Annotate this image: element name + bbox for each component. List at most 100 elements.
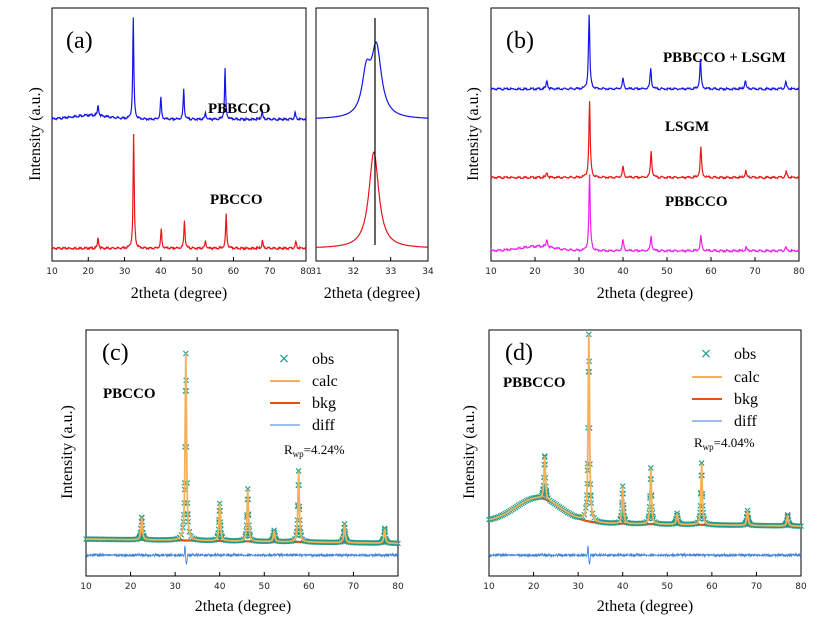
panel-b-xlabel: 2theta (degree)	[597, 285, 693, 302]
legend-obs-marker: ×	[700, 346, 712, 362]
obs-marker	[619, 483, 626, 490]
panel-d-xlabel: 2theta (degree)	[597, 598, 693, 615]
panel-a-ylabel: Intensity (a.u.)	[27, 87, 44, 181]
panel-c-ylabel: Intensity (a.u.)	[59, 405, 76, 499]
diff-line	[488, 545, 802, 565]
series-lsgm-line	[490, 101, 800, 180]
x-tick-label: 30	[169, 582, 181, 592]
panel-a-frame	[51, 7, 307, 262]
panel-c-sample: PBCCO	[103, 386, 156, 402]
x-tick-label: 30	[119, 267, 131, 277]
x-tick-label: 33	[385, 267, 396, 277]
x-tick-label: 40	[617, 582, 629, 592]
panel-d-frame	[488, 329, 802, 577]
obs-marker	[541, 453, 548, 459]
obs-marker	[182, 350, 189, 357]
x-tick-label: 50	[259, 582, 271, 592]
panel-d-rwp: Rwp=4.04%	[694, 435, 755, 452]
panel-a-legend-pbcco: PBCCO	[210, 192, 263, 208]
panel-c-legend: × obs calc bkg diff Rwp=4.24%	[270, 351, 345, 459]
panel-a-zoom-xlabel: 2theta (degree)	[324, 285, 420, 302]
legend-diff-label: diff	[734, 413, 757, 430]
panel-d-ylabel: Intensity (a.u.)	[461, 405, 478, 499]
legend-calc-label: calc	[312, 373, 338, 390]
panel-a-zoom: 31 32 33 34 2theta (degree)	[310, 7, 434, 302]
panel-c-frame	[85, 329, 399, 577]
panel-d: 10 20 30 40 50 60 70 80 (d) PBBCCO × obs calc b…	[461, 329, 807, 615]
panel-b-legend-pbbcco: PBBCCO	[665, 194, 728, 210]
x-tick-label: 70	[264, 267, 276, 277]
x-tick-label: 50	[191, 267, 203, 277]
panel-a-legend-pbbcco: PBBCCO	[208, 101, 271, 117]
x-tick-label: 10	[485, 267, 497, 277]
panel-c-label: (c)	[102, 340, 129, 366]
diff-line	[85, 545, 399, 565]
x-tick-label: 60	[303, 582, 315, 592]
zoom-series-pbbcco-line	[316, 41, 428, 119]
legend-obs-label: obs	[734, 346, 756, 363]
panel-c-rwp: Rwp=4.24%	[284, 442, 345, 459]
x-tick-label: 10	[80, 582, 92, 592]
legend-obs-marker: ×	[278, 351, 290, 367]
x-tick-label: 20	[125, 582, 137, 592]
obs-marker	[698, 460, 705, 466]
series-pbbcco-line	[51, 17, 307, 122]
x-tick-label: 70	[348, 582, 360, 592]
x-tick-label: 70	[749, 267, 761, 277]
x-tick-label: 40	[214, 582, 226, 592]
legend-diff-label: diff	[312, 417, 335, 434]
calc-line	[86, 353, 398, 545]
x-tick-label: 20	[528, 582, 540, 592]
panel-b: 10 20 30 40 50 60 70 80 (b) PBBCCO + LSGM LSGM …	[465, 7, 805, 302]
obs-marker	[295, 468, 302, 474]
panel-a-zoom-frame	[315, 7, 429, 262]
x-tick-label: 80	[392, 582, 404, 592]
x-tick-label: 60	[228, 267, 240, 277]
zoom-series-pbcco-line	[316, 151, 428, 248]
x-tick-label: 70	[751, 582, 763, 592]
panel-b-legend-mixture: PBBCCO + LSGM	[663, 50, 786, 66]
panel-b-legend-lsgm: LSGM	[665, 119, 709, 135]
panel-a-xlabel: 2theta (degree)	[131, 285, 227, 302]
legend-obs-label: obs	[312, 351, 334, 368]
obs-marker	[244, 486, 251, 492]
panel-b-ylabel: Intensity (a.u.)	[465, 87, 482, 181]
panel-b-frame	[490, 7, 800, 262]
panel-b-label: (b)	[506, 28, 534, 54]
x-tick-label: 40	[155, 267, 167, 277]
obs-marker	[216, 500, 223, 507]
panel-d-sample: PBBCCO	[503, 375, 566, 391]
panel-a-label: (a)	[66, 28, 93, 54]
x-tick-label: 80	[795, 582, 807, 592]
x-tick-label: 80	[793, 267, 805, 277]
panel-d-label: (d)	[505, 340, 533, 366]
panel-c: 10 20 30 40 50 60 70 80 (c) PBCCO × obs calc bk…	[59, 329, 404, 615]
series-pbbcco-lsgm-line	[490, 14, 800, 92]
x-tick-label: 60	[706, 582, 718, 592]
x-tick-label: 30	[573, 267, 585, 277]
obs-marker	[647, 465, 654, 471]
panel-d-legend: × obs calc bkg diff Rwp=4.04%	[692, 346, 760, 452]
x-tick-label: 30	[572, 582, 584, 592]
panel-c-xlabel: 2theta (degree)	[195, 598, 291, 615]
legend-bkg-label: bkg	[312, 395, 336, 412]
x-tick-label: 60	[705, 267, 717, 277]
legend-bkg-label: bkg	[734, 391, 758, 408]
x-tick-label: 10	[483, 582, 495, 592]
calc-line	[488, 334, 801, 527]
x-tick-label: 31	[310, 267, 321, 277]
x-tick-label: 80	[300, 267, 312, 277]
series-pbbcco-line	[490, 174, 800, 254]
x-tick-label: 50	[661, 267, 673, 277]
x-tick-label: 32	[348, 267, 359, 277]
x-tick-label: 50	[662, 582, 674, 592]
legend-calc-label: calc	[734, 369, 760, 386]
x-tick-label: 20	[529, 267, 541, 277]
x-tick-label: 34	[422, 267, 434, 277]
x-tick-label: 10	[46, 267, 58, 277]
series-pbcco-line	[51, 133, 307, 251]
x-tick-label: 40	[617, 267, 629, 277]
panel-a: 10 20 30 40 50 60 70 80 (a) PBBCCO PBCCO 2theta…	[27, 7, 312, 302]
x-tick-label: 20	[83, 267, 95, 277]
